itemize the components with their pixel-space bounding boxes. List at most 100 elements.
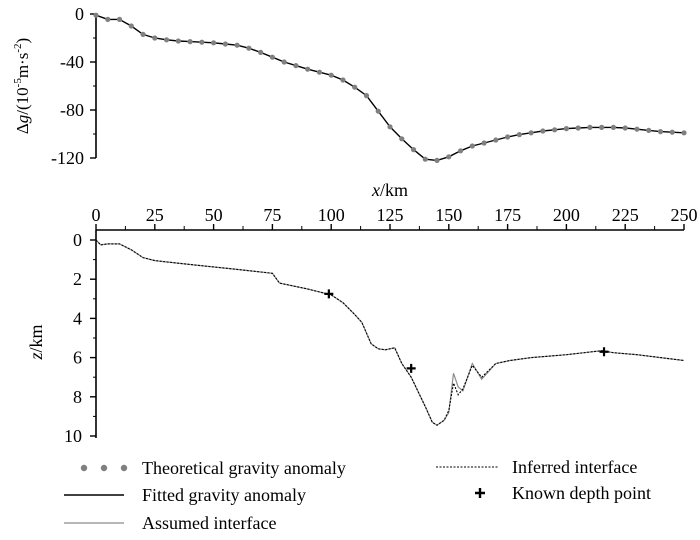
top-y-tick-label: -120 [51,148,84,168]
top-y-axis-label-close: ) [13,38,32,44]
top-y-axis-label-base: /(10 [13,87,32,114]
top-y-axis-label-unit: m·s [13,53,32,79]
bottom-x-ticks: 0 25 50 75 100 125 150 175 200 225 250 [92,205,698,230]
x-axis-label-unit: /km [380,180,408,200]
top-y-tick-label: 0 [75,4,84,24]
legend-item-fitted: Fitted gravity anomaly [64,485,306,505]
theoretical-gravity-dot [281,59,287,65]
theoretical-gravity-dot [493,137,499,143]
bottom-y-axis-label: z/km [26,324,46,360]
top-y-tick-label: -40 [60,52,84,72]
legend-item-theoretical: Theoretical gravity anomaly [80,458,346,478]
top-y-axis-label-g: g [13,115,32,124]
theoretical-gravity-dot [516,132,522,138]
theoretical-gravity-dot [575,125,581,131]
theoretical-gravity-dot [175,38,181,44]
theoretical-gravity-dot [105,16,111,22]
depth-panel: 0 25 50 75 100 125 150 175 200 225 250 0 2 4 6 8 10 x/k… [26,180,698,446]
theoretical-gravity-dot [363,93,370,99]
theoretical-gravity-dot [246,45,252,51]
theoretical-gravity-dot [140,31,146,37]
inferred-interface-line [95,239,685,426]
top-y-tick-label: -80 [60,100,84,120]
legend-label-inferred: Inferred interface [512,457,637,477]
x-tick-label: 50 [205,205,223,225]
bottom-y-axis-label-unit: /km [26,324,46,352]
theoretical-gravity-dot [552,127,558,133]
theoretical-gravity-dots [93,12,687,163]
theoretical-gravity-dot [293,63,299,69]
theoretical-gravity-dot [457,148,464,154]
bottom-y-tick-label: 10 [64,426,82,446]
theoretical-gravity-dot [328,72,334,78]
known-depth-points [324,289,609,373]
bottom-y-tick-label: 8 [73,387,82,407]
legend-item-known: Known depth point [475,483,651,503]
theoretical-gravity-dot [269,54,275,60]
bottom-y-tick-label: 6 [73,348,82,368]
theoretical-gravity-dot [622,125,628,131]
theoretical-gravity-dot [305,66,311,72]
theoretical-gravity-dot [610,124,617,130]
x-tick-label: 75 [263,205,281,225]
legend: Theoretical gravity anomaly Fitted gravi… [64,457,651,533]
x-axis-label-x: x [371,180,380,200]
theoretical-gravity-dot [187,39,193,45]
theoretical-gravity-dot [375,108,381,114]
x-tick-label: 200 [553,205,580,225]
known-depth-point [599,347,609,357]
legend-item-assumed: Assumed interface [64,513,276,533]
bottom-y-tick-label: 4 [73,308,82,328]
theoretical-gravity-dot [634,126,640,132]
theoretical-gravity-dot [199,39,205,45]
theoretical-gravity-dot [540,128,546,134]
theoretical-gravity-dot [258,49,264,56]
x-tick-label: 175 [494,205,521,225]
legend-label-assumed: Assumed interface [142,513,276,533]
theoretical-gravity-dot [587,124,593,130]
theoretical-gravity-dot [340,77,346,83]
fitted-gravity-line [95,14,685,162]
legend-item-inferred: Inferred interface [436,457,637,477]
theoretical-gravity-dot [211,40,217,46]
theoretical-gravity-dot [128,23,134,29]
theoretical-gravity-dot [669,129,675,135]
gravity-anomaly-panel: 0 -40 -80 -120 Δg/(10-5m·s-2) [12,4,687,168]
x-tick-label: 250 [671,205,698,225]
legend-dot-2 [100,464,108,472]
legend-label-fitted: Fitted gravity anomaly [142,485,306,505]
theoretical-gravity-dot [481,140,487,146]
theoretical-gravity-dot [646,127,652,133]
x-tick-label: 25 [146,205,164,225]
legend-dot-3 [120,464,128,472]
top-y-axis-label: Δg/(10-5m·s-2) [12,38,32,134]
known-depth-point [324,289,334,299]
theoretical-gravity-dot [352,84,358,90]
legend-plus-known [475,488,485,498]
bottom-y-tick-label: 0 [73,230,82,250]
theoretical-gravity-dot [222,41,228,47]
theoretical-gravity-dot [681,130,687,136]
theoretical-gravity-dot [469,143,475,149]
theoretical-gravity-dot [93,12,99,18]
theoretical-gravity-dot [657,129,664,135]
theoretical-gravity-dot [234,42,240,48]
known-depth-point [406,363,416,373]
top-y-axis-label-exp2: -2 [12,44,24,53]
legend-dot-1 [80,464,88,472]
theoretical-gravity-dot [410,147,417,153]
bottom-y-axis-label-z: z [26,353,46,361]
x-axis-label: x/km [371,180,408,200]
top-y-axis-label-exp1: -5 [12,78,24,88]
assumed-interface-line [95,239,685,426]
x-tick-label: 225 [612,205,639,225]
theoretical-gravity-dot [563,126,570,132]
top-y-axis-label-delta: Δ [13,123,32,134]
theoretical-gravity-dot [152,35,158,41]
x-tick-label: 0 [92,205,101,225]
theoretical-gravity-dot [422,156,428,162]
x-tick-label: 100 [318,205,345,225]
theoretical-gravity-dot [505,134,511,140]
legend-label-theoretical: Theoretical gravity anomaly [142,458,346,478]
